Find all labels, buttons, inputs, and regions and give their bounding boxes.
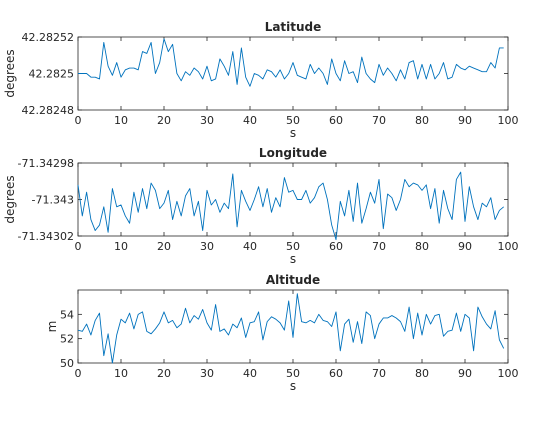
latitude-panel: 0 10 20 30 40 50 60 70 80 90 100 42.28252 42.2825 42.… xyxy=(3,20,519,140)
altitude-ytick-label: 50 xyxy=(60,357,74,370)
longitude-title: Longitude xyxy=(259,146,327,160)
latitude-xtick-label: 40 xyxy=(243,114,257,127)
latitude-ytick-label: 42.28252 xyxy=(22,31,75,44)
altitude-xtick-label: 0 xyxy=(75,367,82,380)
altitude-title: Altitude xyxy=(266,273,320,287)
altitude-xtick-label: 60 xyxy=(329,367,343,380)
latitude-xtick-label: 0 xyxy=(75,114,82,127)
longitude-ytick-label: -71.34298 xyxy=(18,157,74,170)
latitude-xtick-label: 60 xyxy=(329,114,343,127)
altitude-xtick-label: 10 xyxy=(114,367,128,380)
latitude-ytick-label: 42.28248 xyxy=(22,104,75,117)
altitude-xtick-label: 70 xyxy=(372,367,386,380)
altitude-ytick-label: 52 xyxy=(60,333,74,346)
latitude-title: Latitude xyxy=(265,20,322,34)
longitude-ytick-label: -71.343 xyxy=(32,194,74,207)
latitude-xlabel: s xyxy=(290,126,296,140)
longitude-xtick-label: 80 xyxy=(415,240,429,253)
longitude-xtick-label: 20 xyxy=(157,240,171,253)
altitude-ytick-label: 54 xyxy=(60,308,74,321)
altitude-xtick-label: 40 xyxy=(243,367,257,380)
longitude-xtick-label: 10 xyxy=(114,240,128,253)
longitude-ylabel: degrees xyxy=(3,175,17,223)
altitude-xtick-label: 50 xyxy=(286,367,300,380)
altitude-xtick-label: 90 xyxy=(458,367,472,380)
longitude-data-line xyxy=(77,171,504,241)
altitude-xtick-label: 30 xyxy=(200,367,214,380)
latitude-axes-box xyxy=(77,36,509,111)
altitude-xlabel: s xyxy=(290,379,296,393)
longitude-xtick-label: 70 xyxy=(372,240,386,253)
latitude-xtick-label: 70 xyxy=(372,114,386,127)
altitude-data-line xyxy=(77,293,505,364)
altitude-xtick-label: 20 xyxy=(157,367,171,380)
longitude-panel: 0 10 20 30 40 50 60 70 80 90 100 -71.34298 -71.343 -7… xyxy=(3,146,519,266)
latitude-xtick-label: 100 xyxy=(498,114,519,127)
longitude-xtick-label: 100 xyxy=(498,240,519,253)
altitude-axes-box xyxy=(77,289,509,364)
altitude-ylabel: m xyxy=(45,321,59,333)
longitude-xtick-label: 30 xyxy=(200,240,214,253)
latitude-xtick-label: 80 xyxy=(415,114,429,127)
longitude-xtick-label: 50 xyxy=(286,240,300,253)
longitude-axes-box xyxy=(77,162,509,237)
latitude-xtick-label: 90 xyxy=(458,114,472,127)
altitude-panel: 0 10 20 30 40 50 60 70 80 90 100 54 52 50 Altitude s m xyxy=(45,273,519,393)
longitude-xtick-label: 0 xyxy=(75,240,82,253)
longitude-ytick-label: -71.34302 xyxy=(18,230,74,243)
longitude-xtick-label: 40 xyxy=(243,240,257,253)
latitude-data-line xyxy=(78,38,504,87)
longitude-xlabel: s xyxy=(290,252,296,266)
longitude-xtick-label: 90 xyxy=(458,240,472,253)
latitude-ytick-label: 42.2825 xyxy=(29,68,75,81)
latitude-xtick-label: 50 xyxy=(286,114,300,127)
altitude-xtick-label: 100 xyxy=(498,367,519,380)
latitude-ylabel: degrees xyxy=(3,49,17,97)
altitude-xtick-label: 80 xyxy=(415,367,429,380)
longitude-xtick-label: 60 xyxy=(329,240,343,253)
latitude-xtick-label: 10 xyxy=(114,114,128,127)
latitude-xtick-label: 30 xyxy=(200,114,214,127)
latitude-xtick-label: 20 xyxy=(157,114,171,127)
